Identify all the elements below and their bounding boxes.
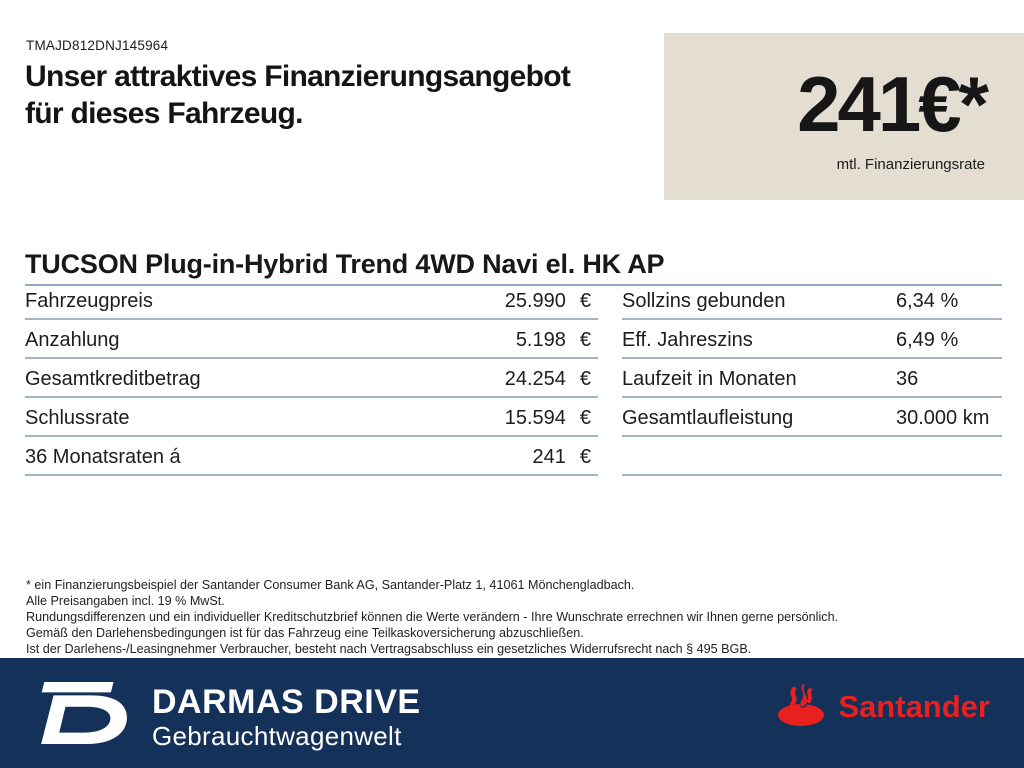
disclaimer-text: * ein Finanzierungsbeispiel der Santande… bbox=[26, 577, 838, 657]
row-value: 25.990 € bbox=[505, 290, 598, 313]
disclaimer-line: Alle Preisangaben incl. 19 % MwSt. bbox=[26, 594, 225, 608]
page-title-line2: für dieses Fahrzeug. bbox=[25, 97, 303, 130]
value-number: 25.990 bbox=[504, 290, 566, 312]
row-label: Sollzins gebunden bbox=[622, 290, 786, 312]
finance-table: Fahrzeugpreis 25.990 € Anzahlung 5.198 € G… bbox=[25, 281, 1002, 476]
row-value: 5.198 € bbox=[516, 329, 598, 352]
santander-flame-icon bbox=[776, 681, 826, 732]
row-label: Schlussrate bbox=[25, 407, 130, 429]
monthly-rate-caption: mtl. Finanzierungsrate bbox=[836, 156, 985, 173]
row-value: 15.594 € bbox=[505, 407, 598, 430]
vehicle-vin: TMAJD812DNJ145964 bbox=[26, 38, 169, 53]
table-row-eff-jahreszins: Eff. Jahreszins 6,49 % bbox=[622, 320, 1002, 359]
value-unit: € bbox=[579, 407, 591, 429]
row-value: 6,34 % bbox=[896, 290, 959, 312]
table-row-empty bbox=[622, 437, 1002, 476]
value-unit: € bbox=[579, 329, 591, 351]
disclaimer-line: * ein Finanzierungsbeispiel der Santande… bbox=[26, 578, 635, 592]
table-row-sollzins: Sollzins gebunden 6,34 % bbox=[622, 281, 1002, 320]
row-value: 6,49 % bbox=[896, 329, 959, 351]
value-unit: € bbox=[579, 290, 591, 312]
value-number: 15.594 bbox=[504, 407, 566, 429]
table-row-gesamtkreditbetrag: Gesamtkreditbetrag 24.254 € bbox=[25, 359, 598, 398]
disclaimer-line: Ist der Darlehens-/Leasingnehmer Verbrau… bbox=[26, 642, 752, 656]
table-row-monatsraten: 36 Monatsraten á 241 € bbox=[25, 437, 598, 476]
table-row-fahrzeugpreis: Fahrzeugpreis 25.990 € bbox=[25, 281, 598, 320]
row-value: 241 € bbox=[533, 446, 599, 469]
dealer-logo-icon bbox=[30, 682, 135, 749]
table-row-schlussrate: Schlussrate 15.594 € bbox=[25, 398, 598, 437]
dealer-name: DARMAS DRIVE bbox=[152, 683, 421, 721]
table-row-gesamtlaufleistung: Gesamtlaufleistung 30.000 km bbox=[622, 398, 1002, 437]
row-label: Gesamtlaufleistung bbox=[622, 407, 794, 429]
row-label: Anzahlung bbox=[25, 329, 120, 351]
santander-logo: Santander bbox=[776, 681, 990, 732]
row-value: 36 bbox=[896, 368, 919, 390]
value-number: 241 bbox=[532, 446, 566, 468]
row-label: 36 Monatsraten á bbox=[25, 446, 181, 468]
row-value: 30.000 km bbox=[896, 407, 990, 429]
finance-table-left-column: Fahrzeugpreis 25.990 € Anzahlung 5.198 € G… bbox=[25, 281, 598, 476]
monthly-rate-amount: 241€* bbox=[797, 60, 989, 148]
disclaimer-line: Gemäß den Darlehensbedingungen ist für d… bbox=[26, 626, 584, 640]
page-title-line1: Unser attraktives Finanzierungsangebot bbox=[25, 60, 571, 93]
table-row-laufzeit: Laufzeit in Monaten 36 bbox=[622, 359, 1002, 398]
finance-table-right-column: Sollzins gebunden 6,34 % Eff. Jahreszins… bbox=[622, 281, 1002, 476]
value-number: 5.198 bbox=[515, 329, 566, 351]
dealer-subtitle: Gebrauchtwagenwelt bbox=[152, 721, 402, 751]
santander-wordmark: Santander bbox=[838, 688, 990, 724]
value-unit: € bbox=[579, 368, 591, 390]
dealer-text-block: DARMAS DRIVE Gebrauchtwagenwelt bbox=[152, 685, 421, 750]
row-label: Gesamtkreditbetrag bbox=[25, 368, 201, 390]
row-label: Laufzeit in Monaten bbox=[622, 368, 797, 390]
disclaimer-line: Rundungsdifferenzen und ein individuelle… bbox=[26, 610, 839, 624]
row-label: Fahrzeugpreis bbox=[25, 290, 153, 312]
value-unit: € bbox=[579, 446, 591, 468]
row-value: 24.254 € bbox=[505, 368, 598, 391]
value-number: 24.254 bbox=[504, 368, 566, 390]
page-title: Unser attraktives Finanzierungsangebot f… bbox=[25, 58, 571, 132]
row-label: Eff. Jahreszins bbox=[622, 329, 753, 351]
footer-bar: DARMAS DRIVE Gebrauchtwagenwelt Santande… bbox=[0, 658, 1024, 768]
vehicle-model-title: TUCSON Plug-in-Hybrid Trend 4WD Navi el.… bbox=[25, 249, 1002, 286]
table-row-anzahlung: Anzahlung 5.198 € bbox=[25, 320, 598, 359]
monthly-rate-box: 241€* mtl. Finanzierungsrate bbox=[664, 33, 1024, 200]
